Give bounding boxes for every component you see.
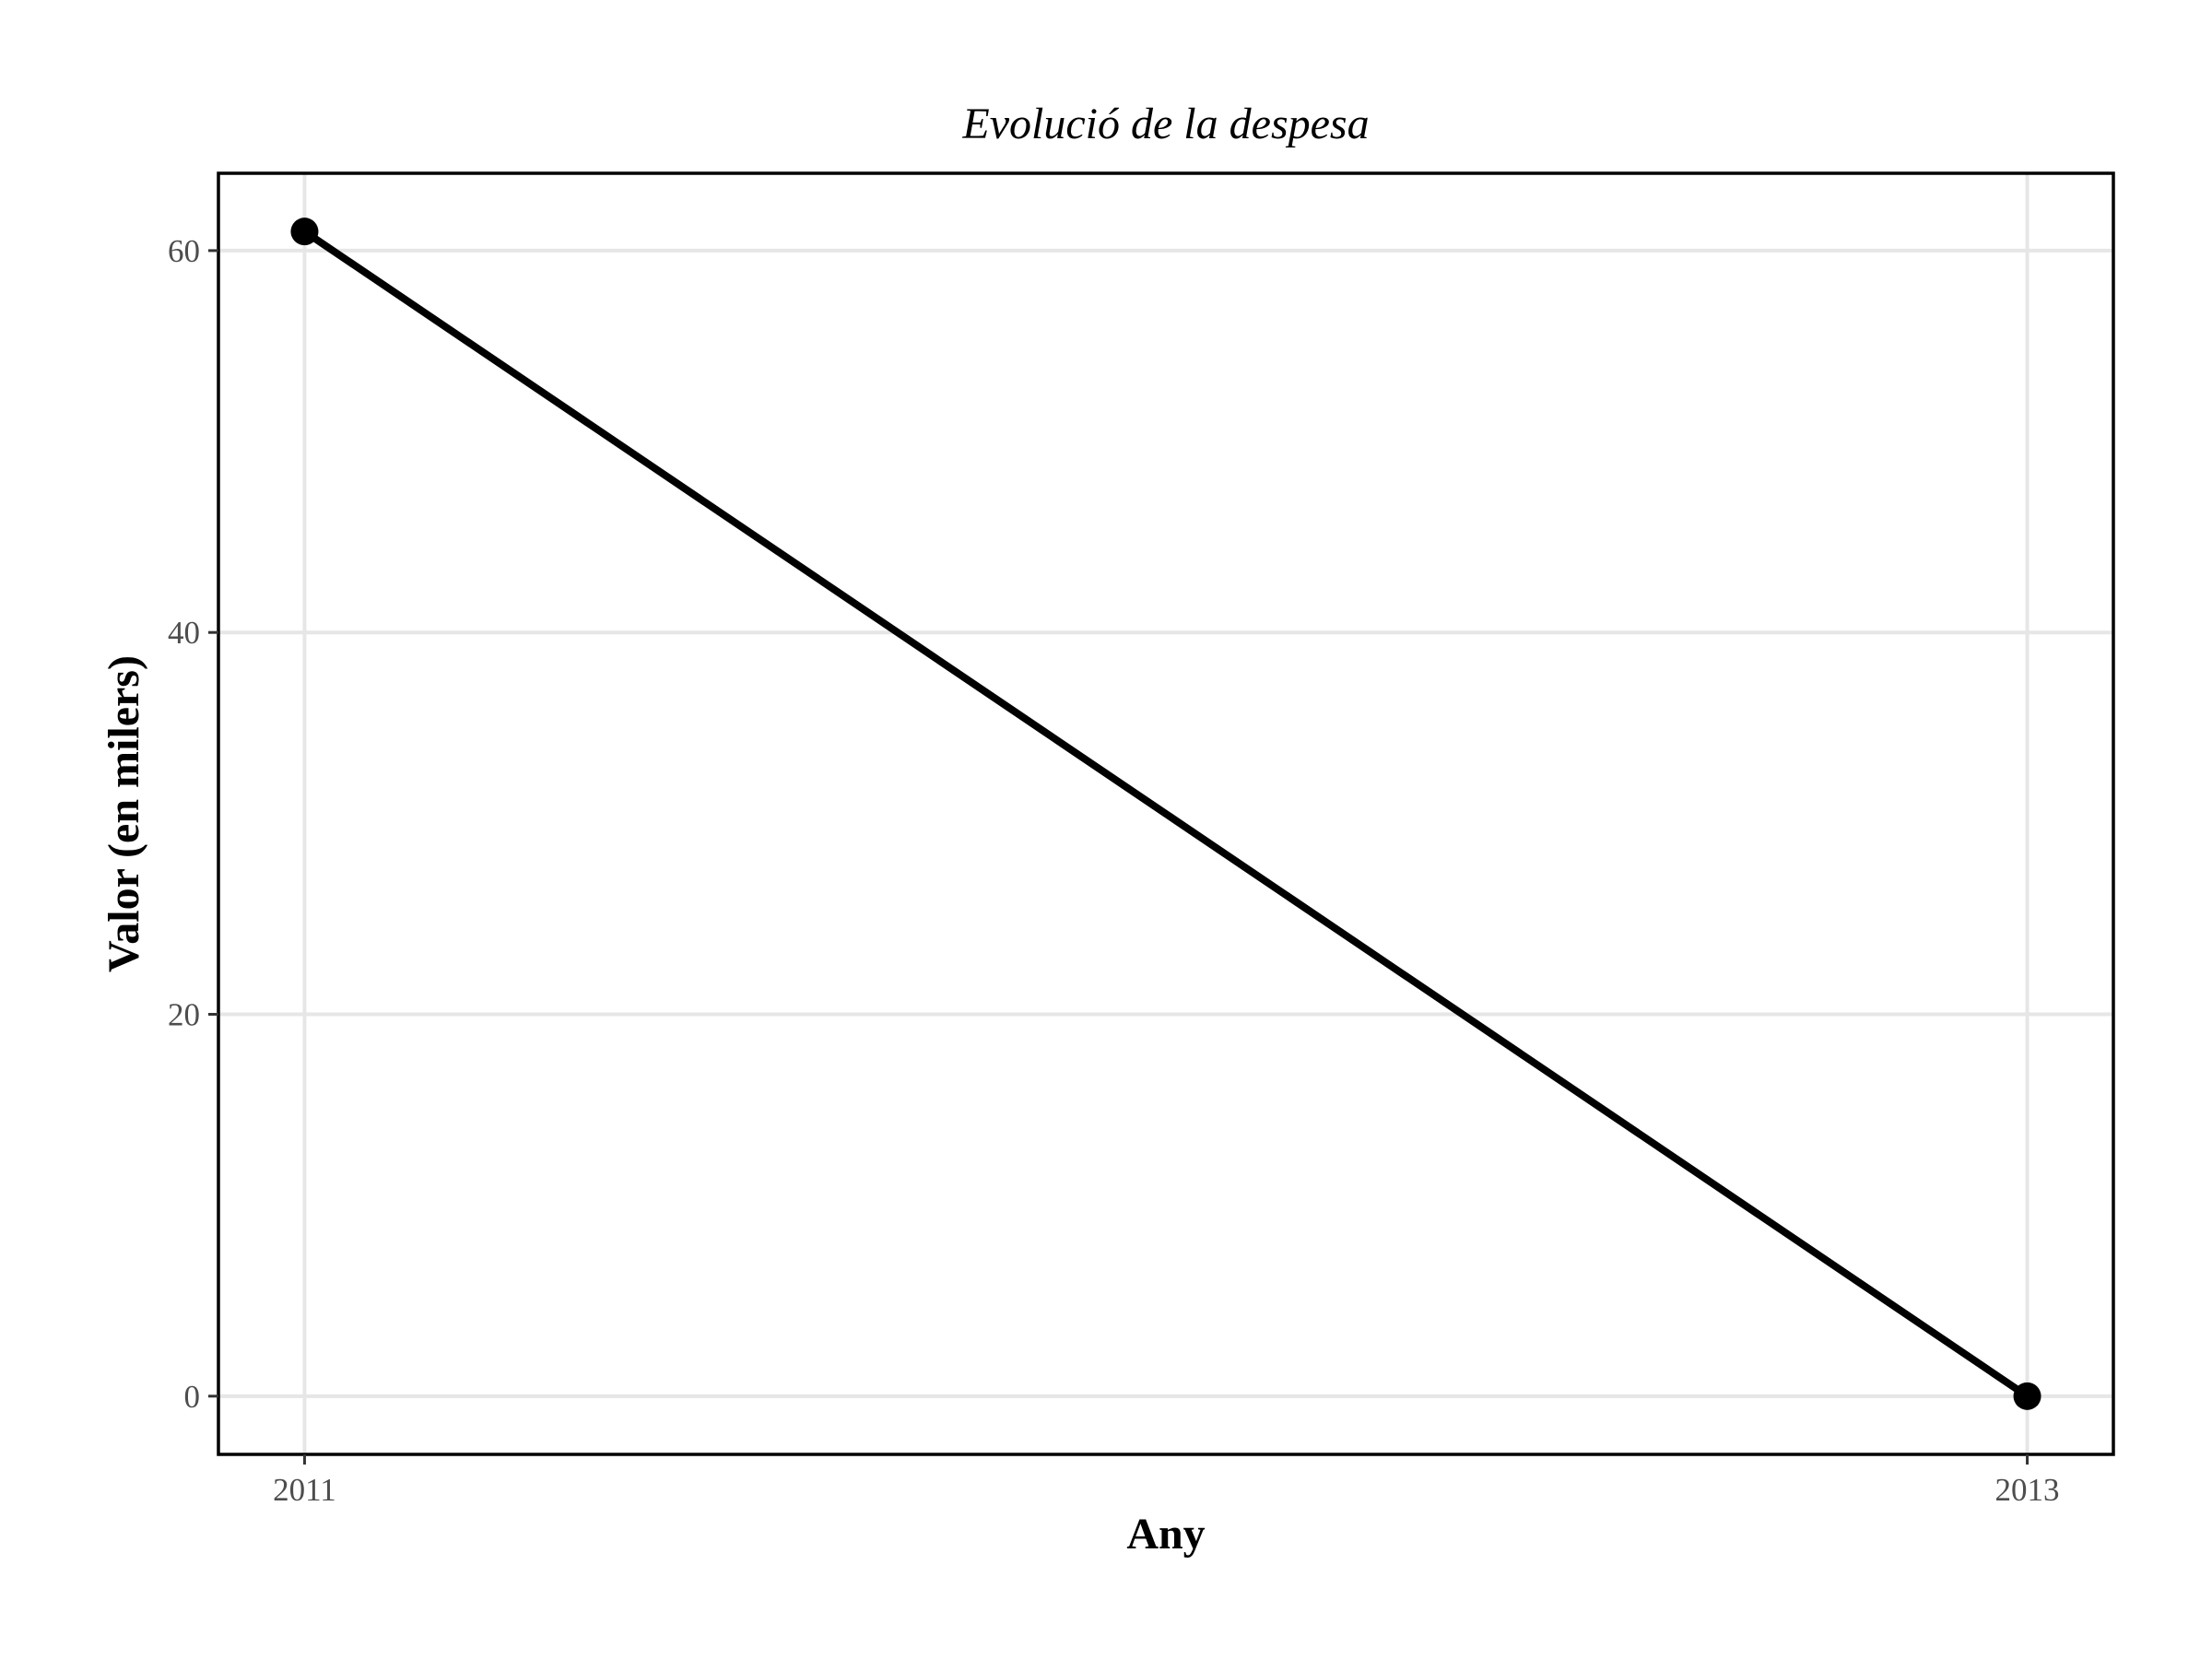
x-tick-label: 2013	[1995, 1472, 2060, 1508]
y-tick-label: 0	[184, 1379, 201, 1415]
x-tick-label: 2011	[273, 1472, 336, 1508]
plot-area	[290, 218, 2041, 1410]
y-tick-label: 20	[168, 997, 200, 1033]
panel-border	[217, 171, 2115, 1456]
data-point	[290, 218, 319, 246]
y-tick-label: 40	[168, 615, 200, 651]
chart-title: Evolució de la despesa	[961, 100, 1369, 148]
axis-ticks: 0 20 40 60 2011 2013	[168, 233, 2060, 1508]
series-line	[302, 228, 2030, 1400]
y-axis-title: Valor (en milers)	[100, 655, 148, 972]
gridlines	[218, 173, 2113, 1454]
x-axis-title: Any	[1126, 1510, 1205, 1559]
data-point	[2013, 1382, 2041, 1410]
y-tick-label: 60	[168, 233, 200, 269]
